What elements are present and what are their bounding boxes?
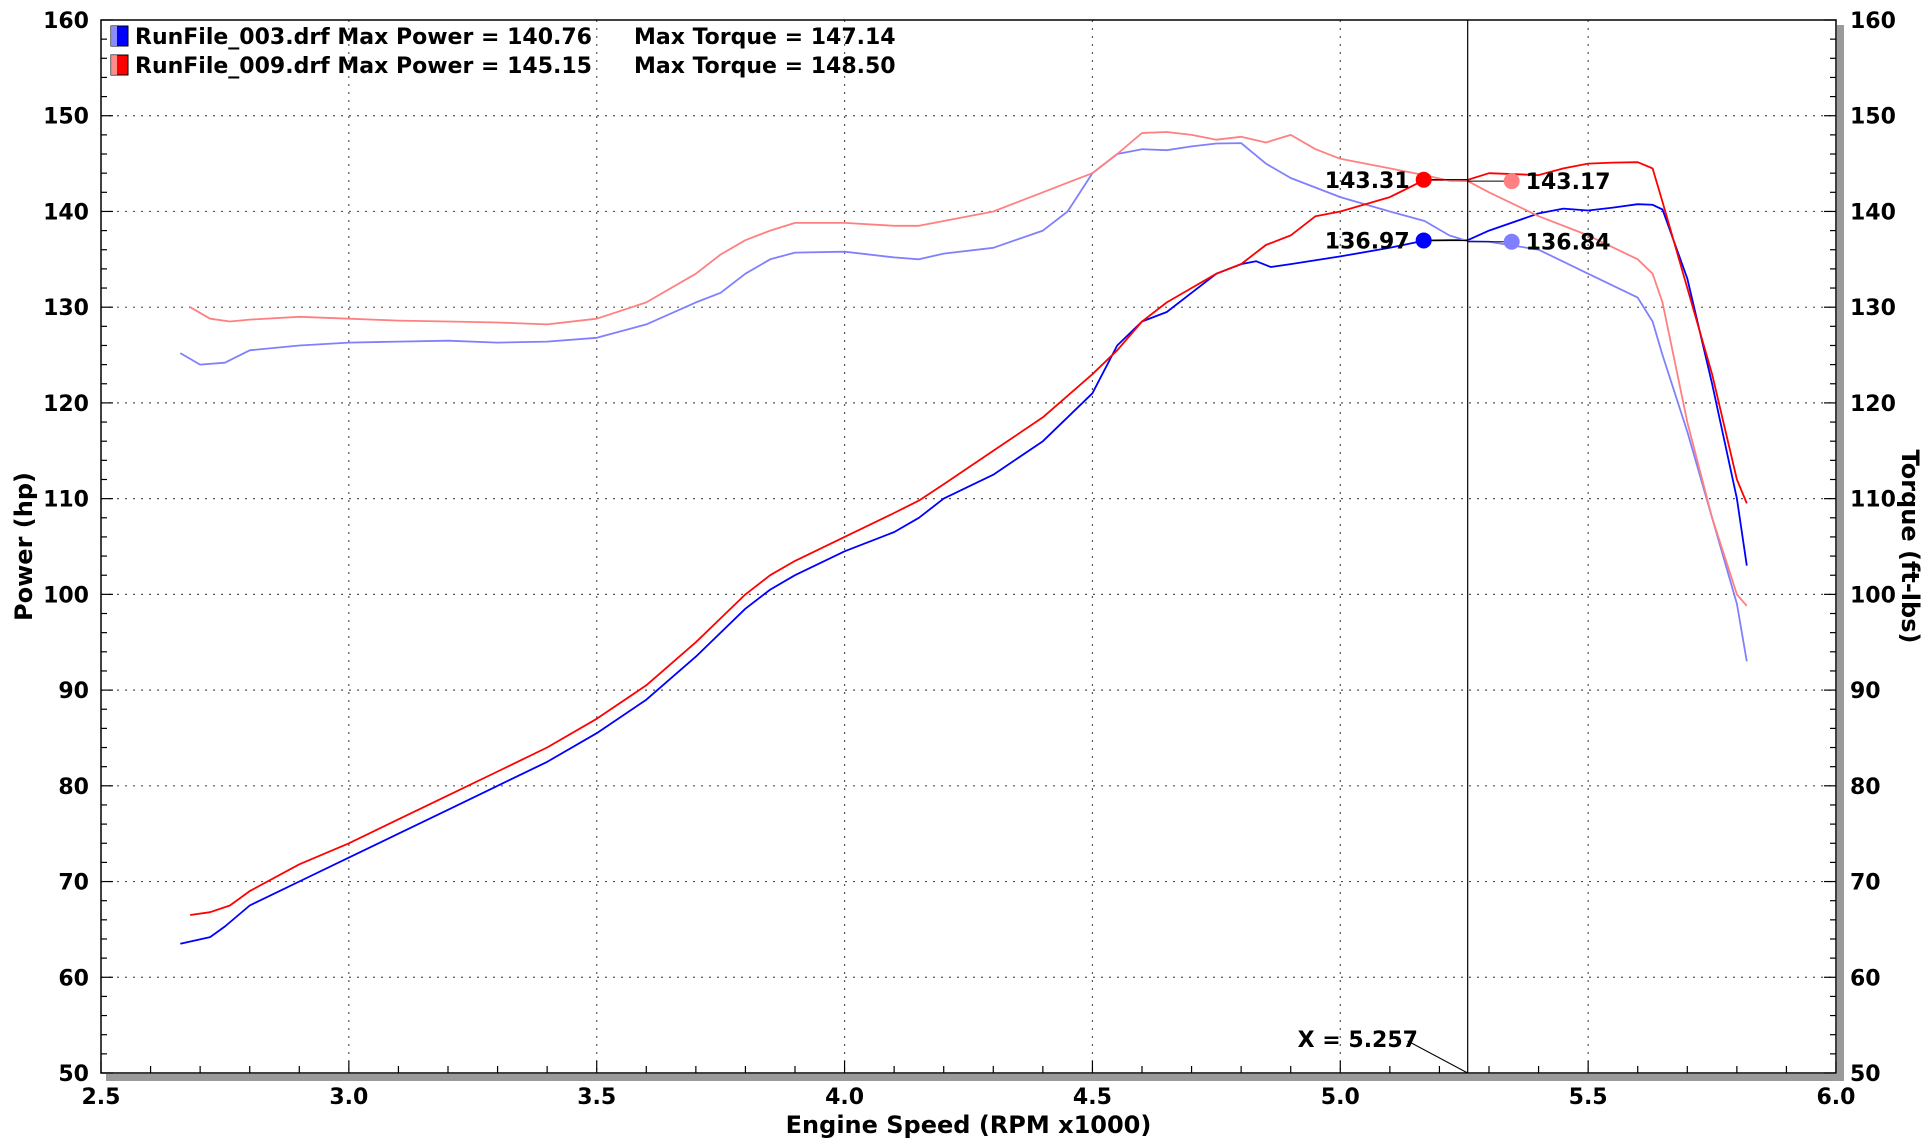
grid-layer	[101, 20, 1836, 1073]
legend-swatch-highlight	[111, 26, 117, 46]
cursor-x-label: X = 5.257	[1298, 1028, 1418, 1053]
x-tick-label: 5.0	[1321, 1085, 1360, 1110]
y-left-tick-label: 120	[43, 392, 89, 417]
y-right-tick-label: 100	[1850, 583, 1896, 608]
y-right-tick-label: 50	[1850, 1062, 1881, 1087]
x-tick-label: 5.5	[1569, 1085, 1608, 1110]
cursor-readout-label: 136.84	[1526, 231, 1611, 256]
y-right-tick-label: 70	[1850, 871, 1881, 896]
frame-shadow-bottom	[106, 1074, 1844, 1081]
plot-background	[101, 20, 1836, 1073]
y-right-tick-label: 80	[1850, 775, 1881, 800]
series-line-runfile-009-drf-torque	[189, 131, 1748, 607]
y-right-tick-label: 150	[1850, 105, 1896, 130]
y-left-tick-label: 100	[43, 583, 89, 608]
x-tick-label: 3.0	[329, 1085, 368, 1110]
y-left-tick-label: 60	[58, 966, 89, 991]
y-right-tick-label: 160	[1850, 9, 1896, 34]
legend-entry: RunFile_009.drf Max Power = 145.15 Max To…	[110, 54, 896, 79]
y-right-tick-label: 130	[1850, 296, 1896, 321]
y-left-tick-label: 160	[43, 9, 89, 34]
x-tick-label: 2.5	[82, 1085, 121, 1110]
cursor-readout-label: 143.31	[1325, 169, 1410, 194]
y-left-tick-label: 130	[43, 296, 89, 321]
series-line-runfile-003-drf-torque	[179, 142, 1748, 662]
y-right-tick-label: 110	[1850, 488, 1896, 513]
plot-frame	[100, 19, 1837, 1074]
cursor-marker	[1415, 171, 1432, 188]
legend-swatch-highlight	[111, 55, 117, 75]
series-line-runfile-009-drf-power	[190, 161, 1748, 916]
y-right-tick-label: 140	[1850, 200, 1896, 225]
x-axis-title: Engine Speed (RPM x1000)	[786, 1111, 1152, 1139]
cursor-marker	[1503, 233, 1520, 250]
x-tick-label: 3.5	[577, 1085, 616, 1110]
y-right-tick-label: 60	[1850, 966, 1881, 991]
y-left-tick-label: 70	[58, 871, 89, 896]
cursor-marker	[1503, 173, 1520, 190]
y-left-tick-label: 90	[58, 679, 89, 704]
series-layer	[179, 131, 1748, 945]
cursor-marker	[1415, 232, 1432, 249]
cursor-readout-label: 143.17	[1526, 170, 1611, 195]
y-left-tick-label: 140	[43, 200, 89, 225]
cursor-layer[interactable]: 143.31 143.17 136.97 136.84 X = 5.257	[1298, 20, 1611, 1074]
y-axis-title-left: Power (hp)	[10, 472, 38, 621]
frame-layer	[100, 19, 1844, 1081]
legend-torque: Max Torque = 148.50	[634, 54, 896, 79]
frame-shadow-right	[1837, 25, 1844, 1078]
cursor-readout-label: 136.97	[1325, 229, 1410, 254]
y-left-tick-label: 110	[43, 488, 89, 513]
legend-layer: RunFile_003.drf Max Power = 140.76 Max To…	[110, 25, 896, 79]
legend-file-and-power: RunFile_003.drf Max Power = 140.76	[135, 25, 592, 50]
y-left-tick-label: 150	[43, 105, 89, 130]
x-tick-label: 4.5	[1073, 1085, 1112, 1110]
y-right-tick-label: 120	[1850, 392, 1896, 417]
legend-entry: RunFile_003.drf Max Power = 140.76 Max To…	[110, 25, 896, 50]
y-right-tick-label: 90	[1850, 679, 1881, 704]
x-tick-label: 4.0	[825, 1085, 864, 1110]
cursor-x-leader	[1407, 1040, 1468, 1074]
y-left-tick-label: 80	[58, 775, 89, 800]
legend-file-and-power: RunFile_009.drf Max Power = 145.15	[135, 54, 592, 79]
y-axis-title-right: Torque (ft-lbs)	[1896, 450, 1921, 644]
legend-torque: Max Torque = 147.14	[634, 25, 896, 50]
x-tick-label: 6.0	[1817, 1085, 1856, 1110]
y-left-tick-label: 50	[58, 1062, 89, 1087]
